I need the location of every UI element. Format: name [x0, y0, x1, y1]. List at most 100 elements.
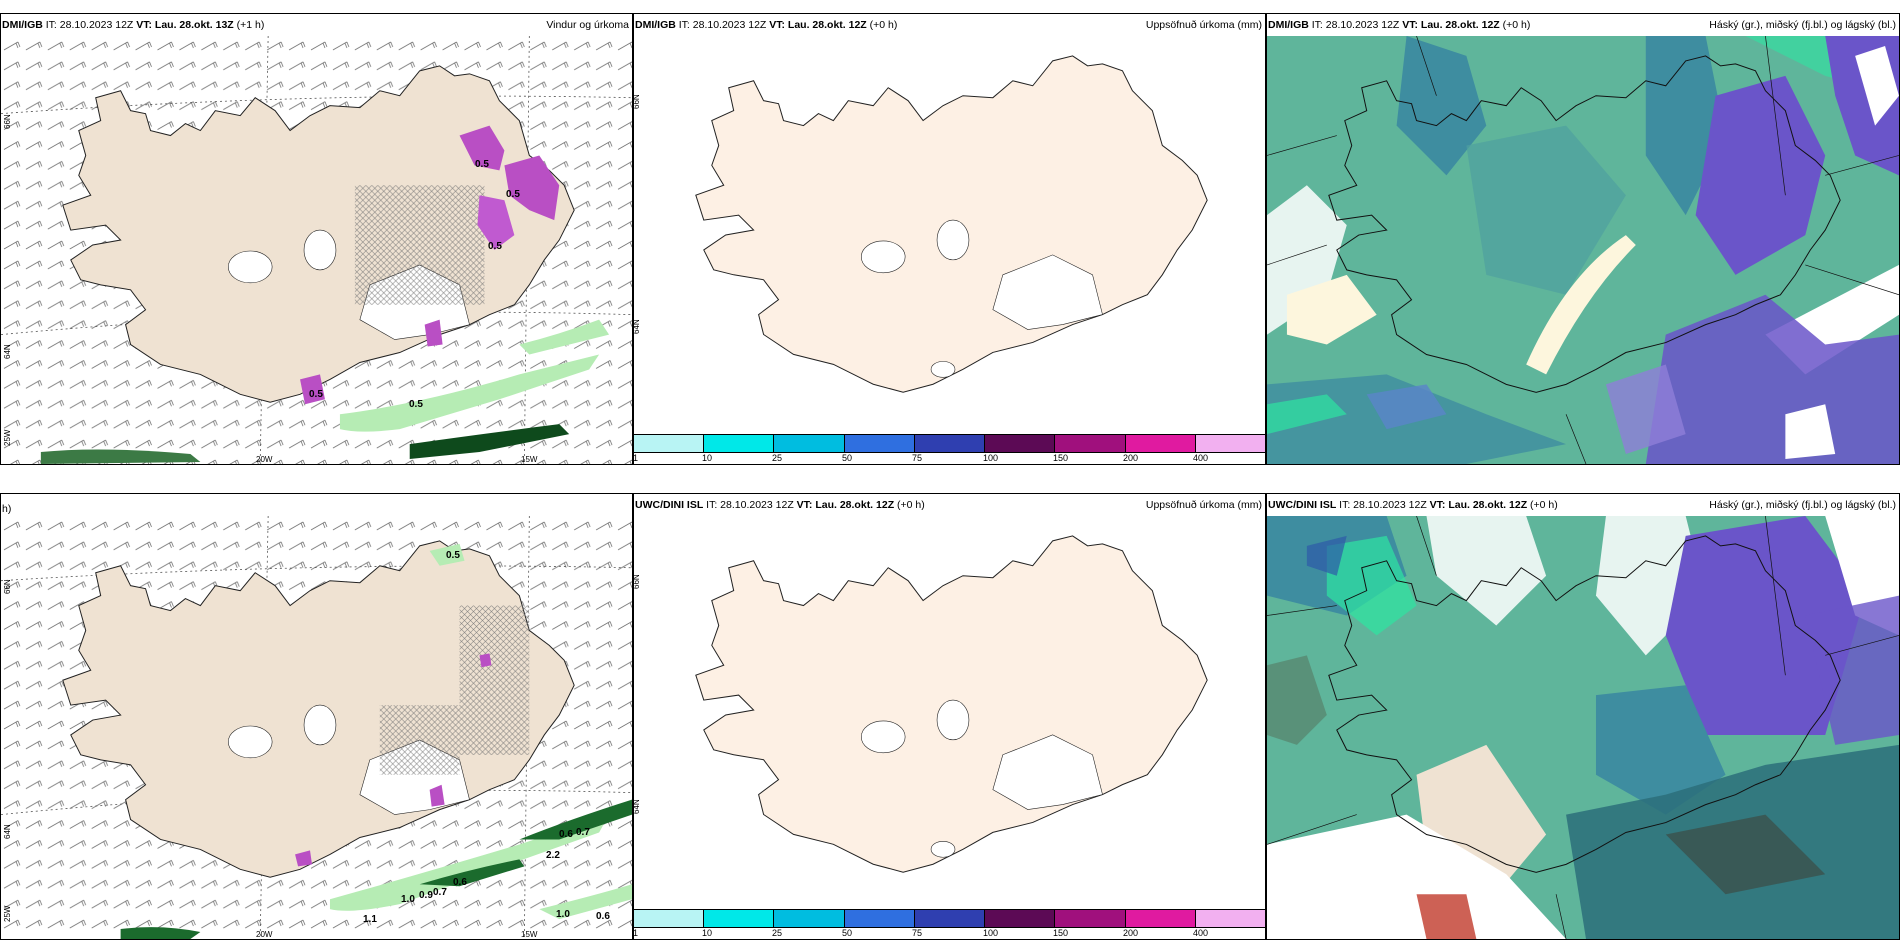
panel-title: UWC/DINI ISL IT: 28.10.2023 12Z VT: Lau.…: [634, 494, 1265, 516]
init-time: IT: 28.10.2023 12Z: [706, 499, 794, 511]
contour-label: 0.6: [596, 911, 610, 922]
colorbar-cell: [985, 910, 1056, 927]
valid-time: VT: Lau. 28.okt. 12Z: [769, 19, 867, 31]
init-time: IT: 28.10.2023 12Z: [678, 19, 767, 31]
lon-label: 25W: [3, 429, 12, 446]
colorbar-cell: [774, 435, 845, 452]
field-name: Uppsöfnuð úrkoma (mm): [1145, 19, 1262, 31]
init-time: IT: 28.10.2023 12Z: [1339, 499, 1427, 511]
valid-time: VT: Lau. 28.okt. 12Z: [1429, 499, 1528, 511]
colorbar-tick: 200: [1123, 453, 1139, 463]
colorbar-cell: [774, 910, 845, 927]
colorbar-cell: [634, 910, 705, 927]
colorbar-tick: 400: [1193, 453, 1209, 463]
contour-label: 1.1: [363, 914, 377, 925]
contour-label: 2.2: [546, 850, 560, 861]
lat-label: 66N: [633, 574, 641, 589]
contour-label: 0.5: [506, 189, 520, 200]
contour-label: 0.5: [446, 550, 460, 561]
colorbar-tick: 150: [1053, 453, 1069, 463]
colorbar-cell: [1125, 910, 1196, 927]
colorbar-cell: [844, 910, 915, 927]
lat-label: 64N: [3, 344, 12, 359]
colorbar-tick: 1: [633, 928, 639, 938]
colorbar-cell: [704, 435, 775, 452]
lead-time: (+0 h): [1502, 19, 1531, 31]
colorbar-tick: 200: [1123, 928, 1139, 938]
panel-title: DMI/IGB IT: 28.10.2023 12Z VT: Lau. 28.o…: [1, 14, 632, 36]
map-accum-precip: [634, 36, 1265, 434]
lat-label: 66N: [3, 114, 12, 129]
panel-wind-precip-dmi: DMI/IGB IT: 28.10.2023 12Z VT: Lau. 28.o…: [0, 13, 633, 465]
map-wind-precip: [1, 516, 632, 939]
map-canvas: [1, 516, 632, 939]
map-canvas: [1267, 516, 1899, 939]
colorbar-cell: [844, 435, 915, 452]
colorbar: 1 10 25 50 75 100 150 200 400: [634, 909, 1265, 939]
lead-time: (+0 h): [869, 19, 898, 31]
panel-title: DMI/IGB IT: 28.10.2023 12Z VT: Lau. 28.o…: [1267, 14, 1899, 36]
map-canvas: [695, 55, 1208, 393]
model-source: DMI/IGB: [1268, 19, 1309, 31]
lead-time: (+1 h): [236, 19, 265, 31]
colorbar-tick: 150: [1053, 928, 1069, 938]
lat-label: 64N: [633, 319, 641, 334]
init-time: IT: 28.10.2023 12Z: [45, 19, 134, 31]
colorbar-cell: [1195, 435, 1265, 452]
map-accum-precip: [634, 516, 1265, 909]
colorbar-cell: [1195, 910, 1265, 927]
colorbar-tick: 25: [772, 928, 783, 938]
contour-label: 0.7: [576, 827, 590, 838]
colorbar-tick: 100: [983, 928, 999, 938]
map-canvas: [695, 535, 1208, 873]
field-name: Vindur og úrkoma: [546, 19, 629, 31]
colorbar-cell: [1055, 435, 1126, 452]
colorbar-tick: 75: [912, 928, 923, 938]
lon-label: 20W: [256, 455, 273, 464]
lon-label: 15W: [521, 455, 538, 464]
panel-clouds-dmi: DMI/IGB IT: 28.10.2023 12Z VT: Lau. 28.o…: [1266, 13, 1900, 465]
contour-label: 1.0: [556, 909, 570, 920]
panel-title: DMI/IGB IT: 28.10.2023 12Z VT: Lau. 28.o…: [634, 14, 1265, 36]
colorbar-tick: 50: [842, 453, 853, 463]
panel-title: h): [1, 494, 632, 516]
colorbar-tick: 1: [633, 453, 639, 463]
colorbar-cell: [914, 435, 986, 452]
map-canvas: [1267, 36, 1899, 464]
lon-label: 25W: [3, 905, 12, 922]
colorbar-cell: [704, 910, 775, 927]
contour-label: 0.6: [453, 877, 467, 888]
map-clouds: [1267, 516, 1899, 939]
map-wind-precip: [1, 36, 632, 464]
contour-label: 0.6: [559, 829, 573, 840]
colorbar-tick: 75: [912, 453, 923, 463]
panel-accum-precip-dmi: DMI/IGB IT: 28.10.2023 12Z VT: Lau. 28.o…: [633, 13, 1266, 465]
contour-label: 0.9: [419, 890, 433, 901]
iceland-land: [1328, 535, 1841, 873]
field-name: Háský (gr.), miðský (fj.bl.) og lágský (…: [1709, 19, 1896, 31]
model-source: DMI/IGB: [635, 19, 676, 31]
valid-time: VT: Lau. 28.okt. 13Z: [136, 19, 234, 31]
colorbar-cell: [985, 435, 1056, 452]
lat-label: 66N: [633, 94, 641, 109]
lon-label: 20W: [256, 930, 273, 939]
panel-clouds-uwc: UWC/DINI ISL IT: 28.10.2023 12Z VT: Lau.…: [1266, 493, 1900, 940]
lat-label: 64N: [633, 799, 641, 814]
colorbar-cell: [634, 435, 705, 452]
field-name: Uppsöfnuð úrkoma (mm): [1145, 499, 1262, 511]
contour-label: 0.5: [409, 399, 423, 410]
valid-time: VT: Lau. 28.okt. 12Z: [1402, 19, 1500, 31]
lon-label: 15W: [521, 930, 538, 939]
panel-title: UWC/DINI ISL IT: 28.10.2023 12Z VT: Lau.…: [1267, 494, 1899, 516]
lat-label: 64N: [3, 824, 12, 839]
contour-label: 1.0: [401, 894, 415, 905]
contour-label: 0.5: [488, 241, 502, 252]
model-source: UWC/DINI ISL: [1268, 499, 1337, 511]
contour-label: 0.5: [475, 159, 489, 170]
lead-time: h): [2, 503, 12, 515]
model-source: UWC/DINI ISL: [635, 499, 704, 511]
init-time: IT: 28.10.2023 12Z: [1311, 19, 1400, 31]
colorbar-tick: 25: [772, 453, 783, 463]
colorbar-cell: [914, 910, 986, 927]
lead-time: (+0 h): [1530, 499, 1558, 511]
